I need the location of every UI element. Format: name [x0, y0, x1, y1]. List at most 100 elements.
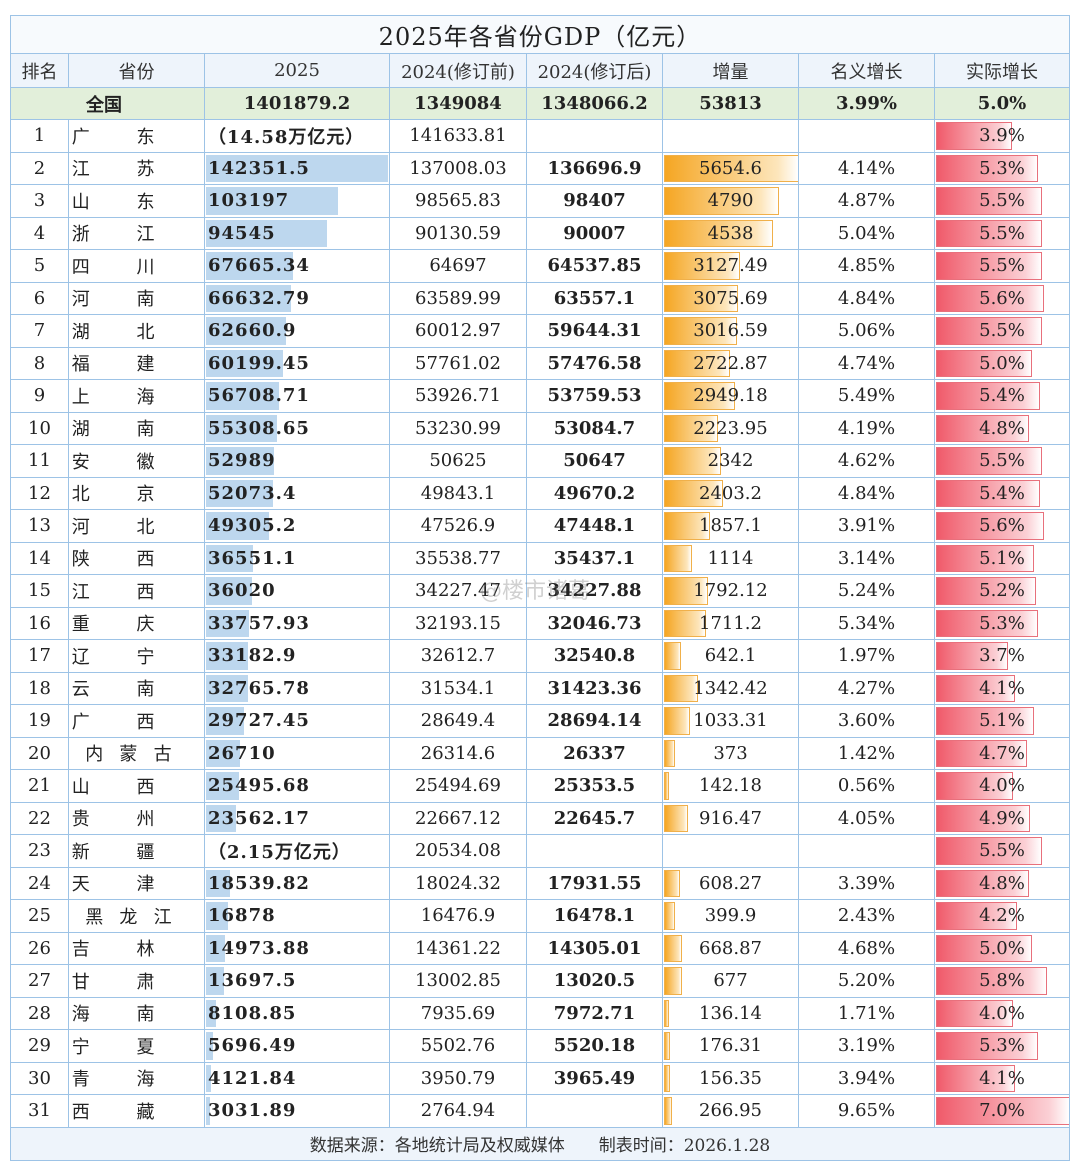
national-cell: 3.99% [798, 88, 934, 119]
cell-text: 49670.2 [553, 482, 636, 504]
data-bar [936, 934, 1033, 962]
data-row: 21 山西 25495.68 25494.69 25353.5 142.18 0.56% 4.… [11, 769, 1069, 802]
cell: 天津 [68, 867, 204, 899]
cell-text: 4.27% [837, 677, 896, 699]
cell-text: 5.4% [979, 385, 1025, 407]
national-cell: 53813 [662, 88, 798, 119]
cell-text: 33182.9 [208, 645, 297, 667]
data-bar [664, 1064, 670, 1092]
cell: 3.91% [798, 510, 934, 542]
cell: 13002.85 [389, 965, 526, 997]
data-bar [936, 122, 1012, 150]
cell: 辽宁 [68, 640, 204, 672]
data-row: 26 吉林 14973.88 14361.22 14305.01 668.87 4.68% 5… [11, 931, 1069, 965]
cell-text: 2764.94 [420, 1100, 496, 1122]
cell-text: 53926.71 [415, 385, 501, 407]
cell-text: 1792.12 [693, 580, 768, 602]
data-bar [206, 967, 224, 995]
cell: 河南 [68, 282, 204, 314]
cell-text: （2.15万亿元） [208, 841, 351, 863]
data-row: 7 湖北 62660.9 60012.97 59644.31 3016.59 5.06% 5.… [11, 314, 1069, 347]
cell-text: 373 [713, 742, 748, 764]
cell-text: 13697.5 [208, 970, 297, 992]
province-name: 宁夏 [71, 1036, 202, 1058]
cell: 4.1% [934, 1062, 1069, 1094]
cell: 4.1% [934, 672, 1069, 704]
cell: 4.14% [798, 152, 934, 184]
cell-text: 5.5% [979, 320, 1025, 342]
cell: 9.65% [798, 1095, 934, 1127]
cell-text: 4.62% [837, 450, 896, 472]
cell-text: 50647 [563, 450, 626, 472]
cell-text: 0.56% [837, 775, 896, 797]
cell-text: 677 [713, 970, 748, 992]
data-bar [206, 479, 273, 507]
cell-text: 9.65% [837, 1100, 896, 1122]
data-bar [936, 447, 1042, 475]
cell: 17 [11, 640, 68, 672]
data-bar [936, 544, 1035, 572]
cell-text: 60199.45 [208, 352, 310, 374]
cell-text: 4.19% [837, 417, 896, 439]
cell: 上海 [68, 380, 204, 412]
data-bar [206, 382, 279, 410]
data-bar [936, 999, 1014, 1027]
province-name: 福建 [71, 354, 202, 376]
cell: 5.06% [798, 315, 934, 347]
cell: 57761.02 [389, 347, 526, 379]
cell: 60012.97 [389, 315, 526, 347]
data-bar [206, 1032, 214, 1060]
cell-text: 31534.1 [420, 677, 496, 699]
cell: 5.5% [934, 185, 1069, 217]
province-name: 河南 [71, 289, 202, 311]
cell: 23562.17 [204, 802, 389, 834]
cell-text: 3075.69 [693, 287, 768, 309]
cell-text: 1857.1 [699, 515, 762, 537]
cell-text: 136.14 [699, 1002, 762, 1024]
cell-text: 6 [33, 287, 46, 309]
cell: 67665.34 [204, 250, 389, 282]
province-name: 黑龙江 [85, 906, 188, 928]
data-row: 2 江苏 142351.5 137008.03 136696.9 5654.6 4.14% 5… [11, 151, 1069, 185]
cell: 5.04% [798, 217, 934, 249]
cell-text: 28649.4 [420, 710, 496, 732]
cell: 4.19% [798, 412, 934, 444]
cell-text: 5.24% [837, 580, 896, 602]
data-bar [206, 707, 244, 735]
cell: 4.87% [798, 185, 934, 217]
cell-text: 7.0% [979, 1100, 1025, 1122]
cell: 2 [11, 153, 68, 185]
cell-text: 64697 [429, 255, 487, 277]
cell-text: 5.34% [837, 612, 896, 634]
cell-text: 4.0% [979, 1002, 1025, 1024]
cell: 19 [11, 705, 68, 737]
cell-text: 5.5% [979, 840, 1025, 862]
cell: 26 [11, 933, 68, 965]
cell: 4121.84 [204, 1062, 389, 1094]
cell-text: 1342.42 [693, 677, 768, 699]
cell-text: 5.4% [979, 482, 1025, 504]
cell: 2764.94 [389, 1095, 526, 1127]
cell: 4.0% [934, 770, 1069, 802]
header-cell: 2025 [204, 54, 389, 87]
cell-text: 2.43% [837, 905, 896, 927]
cell: 156.35 [662, 1062, 798, 1094]
data-bar [664, 1032, 671, 1060]
cell-text: 2 [33, 157, 46, 179]
cell-text: 16478.1 [553, 905, 636, 927]
cell-text: 21 [28, 775, 51, 797]
cell: 20534.08 [389, 835, 526, 867]
cell-text: 59644.31 [547, 320, 642, 342]
data-row: 29 宁夏 5696.49 5502.76 5520.18 176.31 3.19% 5.3% [11, 1029, 1069, 1062]
cell-text: 4790 [707, 190, 754, 212]
cell: 重庆 [68, 607, 204, 639]
cell: 4790 [662, 185, 798, 217]
cell-text: 142.18 [699, 775, 762, 797]
cell: 3075.69 [662, 282, 798, 314]
cell-text: 14 [28, 547, 51, 569]
cell: 13 [11, 510, 68, 542]
cell-text: 1.42% [837, 742, 896, 764]
data-bar [206, 447, 274, 475]
cell: 49843.1 [389, 477, 526, 509]
cell: 4.05% [798, 802, 934, 834]
